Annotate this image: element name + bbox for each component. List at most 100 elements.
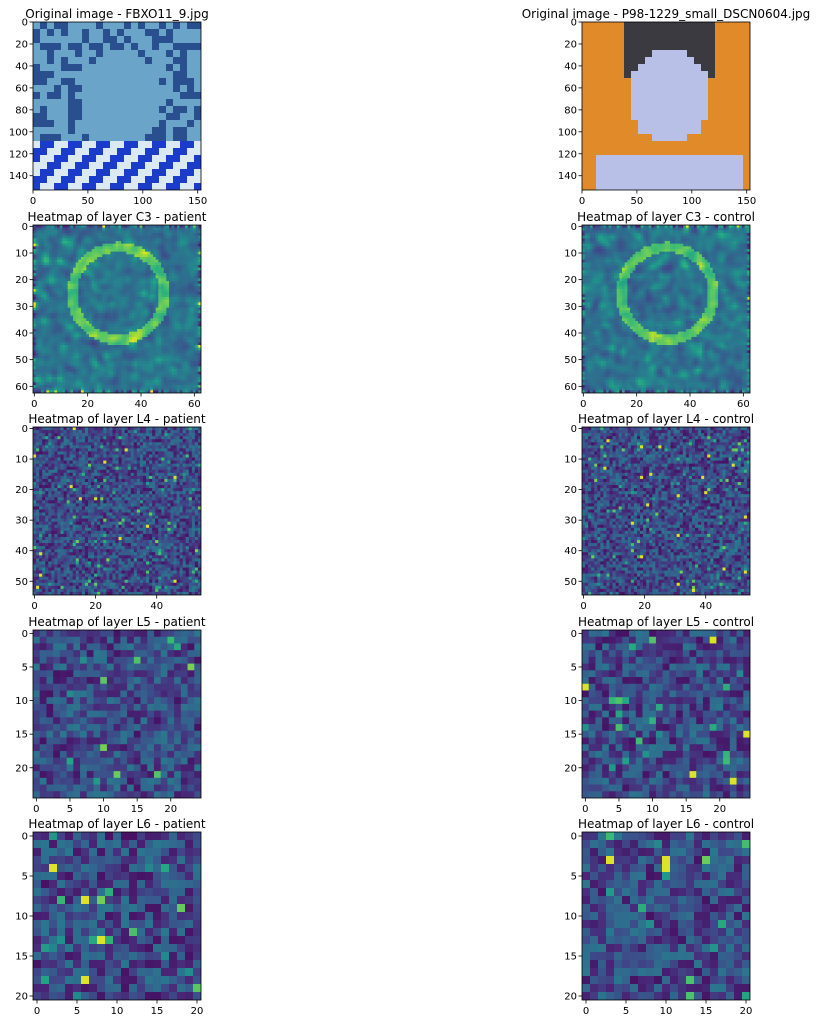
heatmap-cell <box>86 337 90 341</box>
image-cell <box>701 22 709 30</box>
heatmap-cell <box>67 246 71 250</box>
heatmap-cell <box>153 281 157 285</box>
image-cell <box>652 92 660 100</box>
heatmap-cell <box>81 305 85 309</box>
heatmap-cell <box>123 281 127 285</box>
heatmap-cell <box>110 337 114 341</box>
heatmap-cell <box>121 243 125 247</box>
heatmap-cell <box>102 366 106 370</box>
heatmap-cell <box>142 259 146 263</box>
image-cell <box>138 176 146 184</box>
heatmap-cell <box>182 329 186 333</box>
heatmap-cell <box>59 273 63 277</box>
heatmap-cell <box>41 230 45 234</box>
heatmap-cell <box>190 241 194 245</box>
heatmap-cell <box>123 230 127 234</box>
heatmap-cell <box>86 289 90 293</box>
image-cell <box>715 162 723 170</box>
heatmap-cell <box>94 334 98 338</box>
heatmap-cell <box>35 265 39 269</box>
heatmap-cell <box>139 353 143 357</box>
heatmap-cell <box>81 286 85 290</box>
heatmap-cell <box>187 267 191 271</box>
heatmap-cell <box>99 374 103 378</box>
image-cell <box>659 57 667 65</box>
heatmap-cell <box>75 270 79 274</box>
image-cell <box>680 78 688 86</box>
heatmap-cell <box>179 337 183 341</box>
image-cell <box>180 22 188 30</box>
heatmap-cell <box>91 347 95 351</box>
image-cell <box>617 99 625 107</box>
heatmap-cell <box>57 358 61 362</box>
heatmap-cell <box>145 275 149 279</box>
heatmap-cell <box>190 249 194 253</box>
image-cell <box>638 64 646 72</box>
heatmap-cell <box>126 249 130 253</box>
image-cell <box>89 71 97 79</box>
heatmap-cell <box>153 249 157 253</box>
heatmap-cell <box>155 315 159 319</box>
heatmap-cell <box>155 267 159 271</box>
heatmap-cell <box>190 374 194 378</box>
heatmap-cell <box>171 227 175 231</box>
heatmap-cell <box>198 297 201 301</box>
image-cell <box>152 36 160 44</box>
heatmap-cell <box>62 281 66 285</box>
heatmap-cell <box>193 265 197 269</box>
heatmap-cell <box>121 331 125 335</box>
image-cell <box>673 169 681 177</box>
heatmap-cell <box>33 273 37 277</box>
image-cell <box>117 155 125 163</box>
heatmap-cell <box>62 315 66 319</box>
image-cell <box>729 141 737 149</box>
heatmap-cell <box>150 371 154 375</box>
image-cell <box>729 183 737 190</box>
heatmap-cell <box>121 275 125 279</box>
heatmap-cell <box>49 254 53 258</box>
heatmap-cell <box>158 249 162 253</box>
heatmap-cell <box>169 297 173 301</box>
image-cell <box>589 162 597 170</box>
heatmap-cell <box>171 254 175 258</box>
heatmap-cell <box>129 270 133 274</box>
heatmap-cell <box>134 262 138 266</box>
image-cell <box>152 64 160 72</box>
image-cell <box>166 57 174 65</box>
heatmap-cell <box>139 257 143 261</box>
heatmap-cell <box>171 275 175 279</box>
image-cell <box>159 120 167 128</box>
heatmap-cell <box>177 297 181 301</box>
heatmap-cell <box>179 339 183 343</box>
heatmap-cell <box>123 358 127 362</box>
heatmap-cell <box>190 299 194 303</box>
heatmap-cell <box>35 262 39 266</box>
heatmap-cell <box>86 243 90 247</box>
heatmap-cell <box>129 299 133 303</box>
image-cell <box>722 155 730 163</box>
image-cell <box>40 36 48 44</box>
heatmap-cell <box>43 334 47 338</box>
image-cell <box>743 169 750 177</box>
heatmap-cell <box>131 366 135 370</box>
heatmap-cell <box>49 286 53 290</box>
heatmap-cell <box>78 326 82 330</box>
heatmap-cell <box>198 377 201 381</box>
image-cell <box>89 50 97 58</box>
heatmap-cell <box>49 382 53 386</box>
heatmap-cell <box>49 342 53 346</box>
heatmap-cell <box>198 353 201 357</box>
image-cell <box>687 113 695 121</box>
heatmap-cell <box>46 249 50 253</box>
heatmap-cell <box>118 273 122 277</box>
heatmap-cell <box>182 313 186 317</box>
image-cell <box>638 36 646 44</box>
heatmap-cell <box>54 243 58 247</box>
heatmap-cell <box>110 230 114 234</box>
heatmap-cell <box>190 297 194 301</box>
heatmap-cell <box>174 273 178 277</box>
image-cell <box>596 176 604 184</box>
heatmap-cell <box>158 313 162 317</box>
image-cell <box>96 78 104 86</box>
heatmap-cell <box>113 374 117 378</box>
